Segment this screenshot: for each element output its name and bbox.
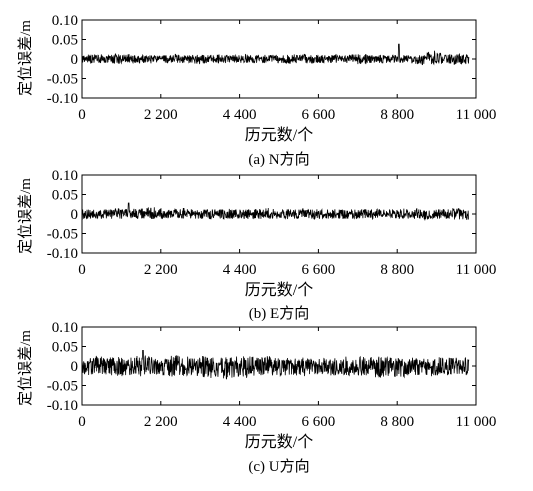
y-tick-label: -0.05 [47, 72, 78, 88]
chart-panel-N: 0 2 200 4 400 6 600 8 800 11 000 0.10 0.05 0 -0.0… [17, 13, 496, 168]
x-tick-label: 6 600 [302, 107, 336, 123]
x-tick-label: 4 400 [223, 414, 257, 430]
x-tick-label: 8 800 [380, 262, 414, 278]
x-tick-label: 4 400 [223, 107, 257, 123]
error-series-U [81, 350, 470, 380]
x-tick-label: 11 000 [456, 414, 497, 430]
y-tick-label: 0.05 [52, 188, 78, 204]
x-tick-label: 8 800 [380, 107, 414, 123]
x-tick-label: 6 600 [302, 262, 336, 278]
x-tick-label: 4 400 [223, 262, 257, 278]
y-tick-label: 0.05 [52, 340, 78, 356]
chart-panel-E: 0 2 200 4 400 6 600 8 800 11 000 0.10 0.05 0 -0.0… [17, 168, 496, 322]
x-tick-label: 2 200 [144, 414, 178, 430]
y-tick-label: 0 [71, 52, 79, 68]
x-tick-label: 6 600 [302, 414, 336, 430]
y-tick-label: -0.10 [47, 91, 78, 107]
chart-panel-U: 0 2 200 4 400 6 600 8 800 11 000 0.10 0.05 0 -0.0… [17, 320, 496, 475]
x-axis-label: 历元数/个 [245, 281, 313, 299]
x-tick-label: 2 200 [144, 107, 178, 123]
panel-caption: (b) E方向 [249, 305, 309, 322]
y-axis-label: 定位误差/m [17, 178, 34, 254]
x-axis-label: 历元数/个 [245, 433, 313, 451]
y-axis-label: 定位误差/m [17, 20, 34, 96]
y-tick-label: -0.10 [47, 398, 78, 414]
y-tick-label: -0.10 [47, 246, 78, 262]
y-axis-label: 定位误差/m [17, 330, 34, 406]
x-tick-label: 0 [78, 414, 86, 430]
error-series-E [81, 202, 469, 221]
y-tick-label: -0.05 [47, 379, 78, 395]
panel-caption: (a) N方向 [248, 151, 309, 168]
x-tick-label: 0 [78, 107, 86, 123]
x-tick-label: 11 000 [456, 107, 497, 123]
x-tick-label: 2 200 [144, 262, 178, 278]
x-tick-label: 8 800 [380, 414, 414, 430]
y-tick-label: 0 [71, 359, 79, 375]
error-series-N [81, 43, 470, 66]
x-axis-label: 历元数/个 [245, 126, 313, 144]
x-tick-label: 11 000 [456, 262, 497, 278]
panel-caption: (c) U方向 [248, 458, 309, 475]
y-tick-label: -0.05 [47, 227, 78, 243]
y-tick-label: 0.10 [52, 320, 78, 336]
y-tick-label: 0.10 [52, 168, 78, 184]
y-tick-label: 0.05 [52, 33, 78, 49]
x-tick-label: 0 [78, 262, 86, 278]
y-tick-label: 0 [71, 207, 79, 223]
y-tick-label: 0.10 [52, 13, 78, 29]
